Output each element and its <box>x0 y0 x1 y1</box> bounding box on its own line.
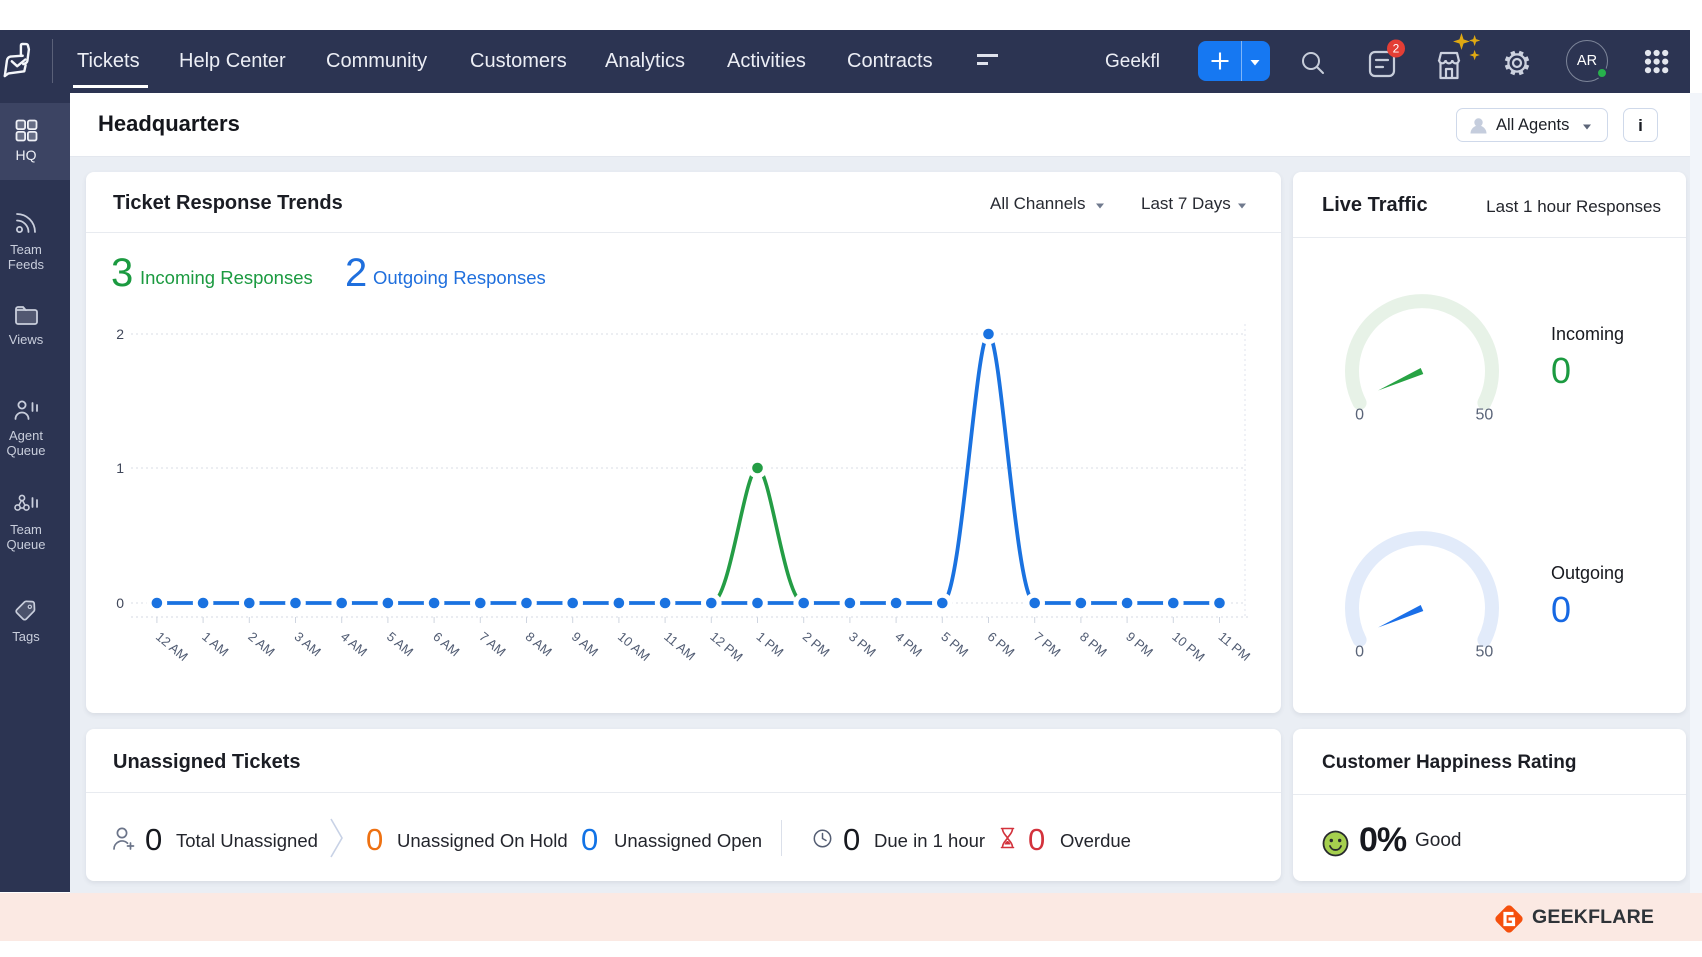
svg-text:12 PM: 12 PM <box>707 629 745 665</box>
svg-text:10 AM: 10 AM <box>615 629 653 664</box>
svg-text:1: 1 <box>116 460 124 476</box>
svg-text:50: 50 <box>1476 406 1494 423</box>
svg-text:3 PM: 3 PM <box>846 629 879 660</box>
svg-text:11 AM: 11 AM <box>661 629 698 664</box>
svg-text:3 AM: 3 AM <box>292 629 324 660</box>
svg-text:2 PM: 2 PM <box>800 629 833 660</box>
svg-text:9 AM: 9 AM <box>569 629 601 660</box>
svg-text:6 AM: 6 AM <box>430 629 462 660</box>
svg-text:9 PM: 9 PM <box>1123 629 1156 660</box>
svg-text:8 AM: 8 AM <box>523 629 555 660</box>
svg-text:5 AM: 5 AM <box>384 629 416 660</box>
svg-text:1 PM: 1 PM <box>754 629 787 660</box>
svg-text:2: 2 <box>1393 42 1400 56</box>
svg-text:0: 0 <box>116 595 124 611</box>
svg-text:4 AM: 4 AM <box>338 629 370 660</box>
svg-text:0: 0 <box>1355 406 1364 423</box>
svg-text:50: 50 <box>1476 643 1494 660</box>
svg-text:2: 2 <box>116 326 124 342</box>
svg-text:7 PM: 7 PM <box>1031 629 1064 660</box>
svg-text:10 PM: 10 PM <box>1169 629 1207 665</box>
svg-text:7 AM: 7 AM <box>476 629 508 660</box>
svg-text:1 AM: 1 AM <box>199 629 231 660</box>
svg-text:6 PM: 6 PM <box>985 629 1018 660</box>
svg-text:2 AM: 2 AM <box>245 629 277 660</box>
svg-text:4 PM: 4 PM <box>892 629 925 660</box>
svg-text:0: 0 <box>1355 643 1364 660</box>
svg-text:5 PM: 5 PM <box>938 629 971 660</box>
svg-text:12 AM: 12 AM <box>153 629 191 664</box>
svg-text:8 PM: 8 PM <box>1077 629 1110 660</box>
svg-text:11 PM: 11 PM <box>1216 629 1254 664</box>
